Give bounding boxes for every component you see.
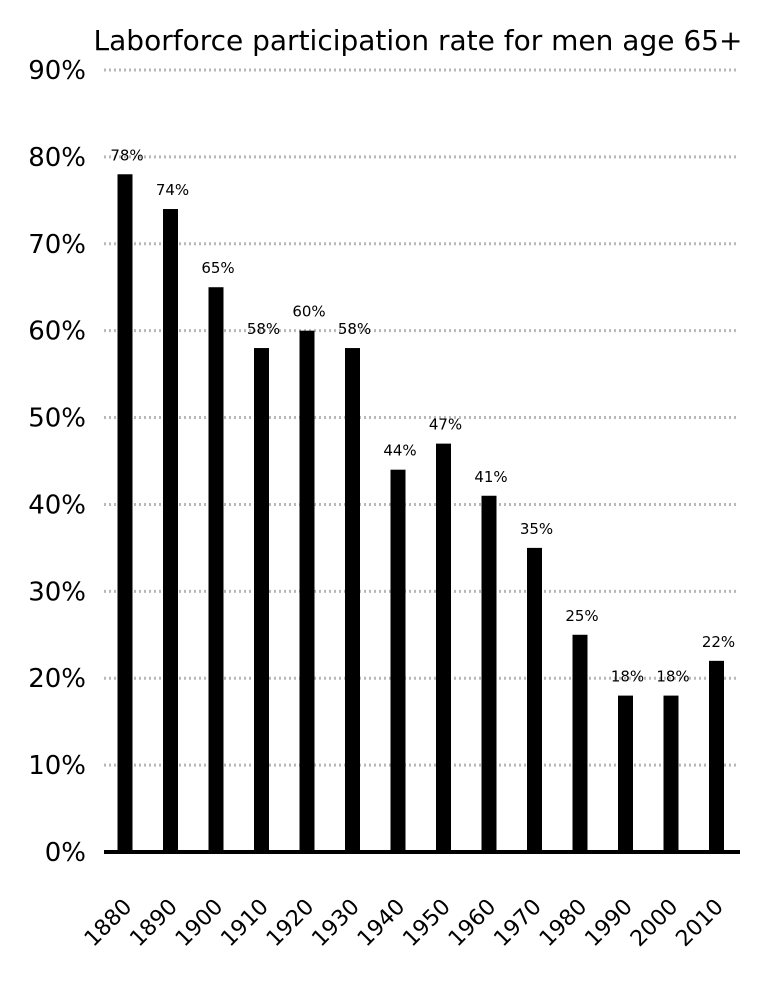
bar-1900 bbox=[208, 287, 224, 852]
x-tick-label-1990: 1990 bbox=[580, 895, 637, 952]
x-tick-label-1950: 1950 bbox=[398, 895, 455, 952]
data-label-1940: 44% bbox=[383, 442, 416, 460]
x-tick-label-1920: 1920 bbox=[262, 895, 319, 952]
data-label-1930: 58% bbox=[338, 320, 371, 338]
y-tick-label: 50% bbox=[28, 404, 86, 434]
x-axis-ticks: 1880189019001910192019301940195019601970… bbox=[80, 895, 729, 952]
bar-1910 bbox=[254, 348, 269, 852]
y-tick-label: 80% bbox=[28, 143, 86, 173]
data-label-1970: 35% bbox=[520, 520, 553, 538]
x-tick-label-2000: 2000 bbox=[626, 895, 683, 952]
data-label-1890: 74% bbox=[156, 181, 189, 199]
x-tick-label-1910: 1910 bbox=[216, 895, 273, 952]
bar-1970 bbox=[527, 547, 542, 852]
data-label-1950: 47% bbox=[429, 416, 462, 434]
bar-1920 bbox=[299, 330, 315, 853]
data-label-2010: 22% bbox=[702, 633, 735, 651]
gridlines bbox=[104, 68, 736, 767]
bar-1930 bbox=[345, 348, 360, 852]
data-label-1990: 18% bbox=[611, 668, 644, 686]
y-tick-label: 20% bbox=[28, 664, 86, 694]
bar-2000 bbox=[663, 695, 679, 852]
data-label-1920: 60% bbox=[292, 303, 325, 321]
x-tick-label-1900: 1900 bbox=[171, 895, 228, 952]
data-label-1980: 25% bbox=[565, 607, 598, 625]
x-tick-label-1970: 1970 bbox=[489, 895, 546, 952]
data-label-1880: 78% bbox=[110, 146, 143, 164]
data-label-1910: 58% bbox=[247, 320, 280, 338]
bar-1940 bbox=[390, 469, 406, 852]
x-tick-label-1890: 1890 bbox=[125, 895, 182, 952]
bar-1980 bbox=[572, 634, 588, 852]
x-tick-label-1880: 1880 bbox=[80, 895, 137, 952]
bar-1960 bbox=[481, 495, 497, 852]
data-label-2000: 18% bbox=[656, 668, 689, 686]
x-tick-label-1940: 1940 bbox=[353, 895, 410, 952]
x-tick-label-1960: 1960 bbox=[444, 895, 501, 952]
bar-1990 bbox=[618, 695, 633, 852]
bar-1880 bbox=[117, 174, 133, 852]
data-label-1960: 41% bbox=[474, 468, 507, 486]
x-tick-label-1930: 1930 bbox=[307, 895, 364, 952]
x-tick-label-2010: 2010 bbox=[671, 895, 728, 952]
y-tick-label: 10% bbox=[28, 751, 86, 781]
y-tick-label: 60% bbox=[28, 317, 86, 347]
y-tick-label: 30% bbox=[28, 577, 86, 607]
y-tick-label: 70% bbox=[28, 230, 86, 260]
chart-title: Laborforce participation rate for men ag… bbox=[94, 24, 743, 57]
y-tick-label: 40% bbox=[28, 490, 86, 520]
bar-1890 bbox=[163, 209, 178, 852]
bars bbox=[117, 174, 724, 853]
x-tick-label-1980: 1980 bbox=[535, 895, 592, 952]
data-label-1900: 65% bbox=[201, 259, 234, 277]
y-axis-ticks: 0% 10% 20% 30% 40% 50% 60% 70% 80% 90% bbox=[28, 56, 86, 868]
data-labels: 78% 74% 65% 58% 60% 58% 44% 47% 41% 35% 25% 18% 18% 2… bbox=[110, 146, 735, 685]
bar-1950 bbox=[436, 443, 451, 852]
y-tick-label: 90% bbox=[28, 56, 86, 86]
y-tick-label: 0% bbox=[45, 838, 86, 868]
bar-2010 bbox=[709, 660, 724, 852]
